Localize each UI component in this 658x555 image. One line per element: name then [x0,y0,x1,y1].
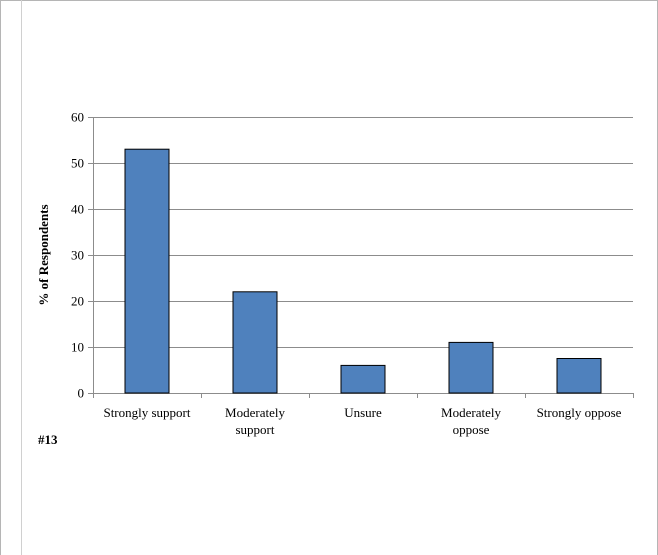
x-tick-label: Unsure [344,405,382,420]
y-tick-label: 60 [71,110,84,125]
y-tick-label: 20 [71,294,84,309]
y-tick-label: 10 [71,340,84,355]
x-tick-label: Moderately [225,405,285,420]
bar-4 [556,358,602,394]
y-tick-labels: 0 10 20 30 40 50 60 [71,110,84,401]
x-tick-label: support [236,422,275,437]
axes [88,117,634,398]
x-tick-label: Moderately [441,405,501,420]
y-tick-label: 30 [71,248,84,263]
bar-1 [232,291,278,394]
x-tick-label: oppose [453,422,490,437]
bars [124,148,602,394]
x-tick-label: Strongly oppose [537,405,622,420]
frame-left-border [0,0,1,555]
y-tick-label: 0 [78,386,85,401]
bar-3 [448,341,494,394]
x-tick-label: Strongly support [103,405,190,420]
bar-2 [340,364,386,394]
y-tick-label: 40 [71,202,84,217]
gridlines [93,117,633,348]
question-number: #13 [38,432,58,447]
bar-0 [124,148,170,394]
frame-inner-divider [21,0,22,555]
y-tick-label: 50 [71,156,84,171]
y-axis-label: % of Respondents [36,204,51,305]
x-tick-labels: Strongly support Moderately support Unsure M… [103,405,621,437]
frame-top-border [0,0,658,1]
